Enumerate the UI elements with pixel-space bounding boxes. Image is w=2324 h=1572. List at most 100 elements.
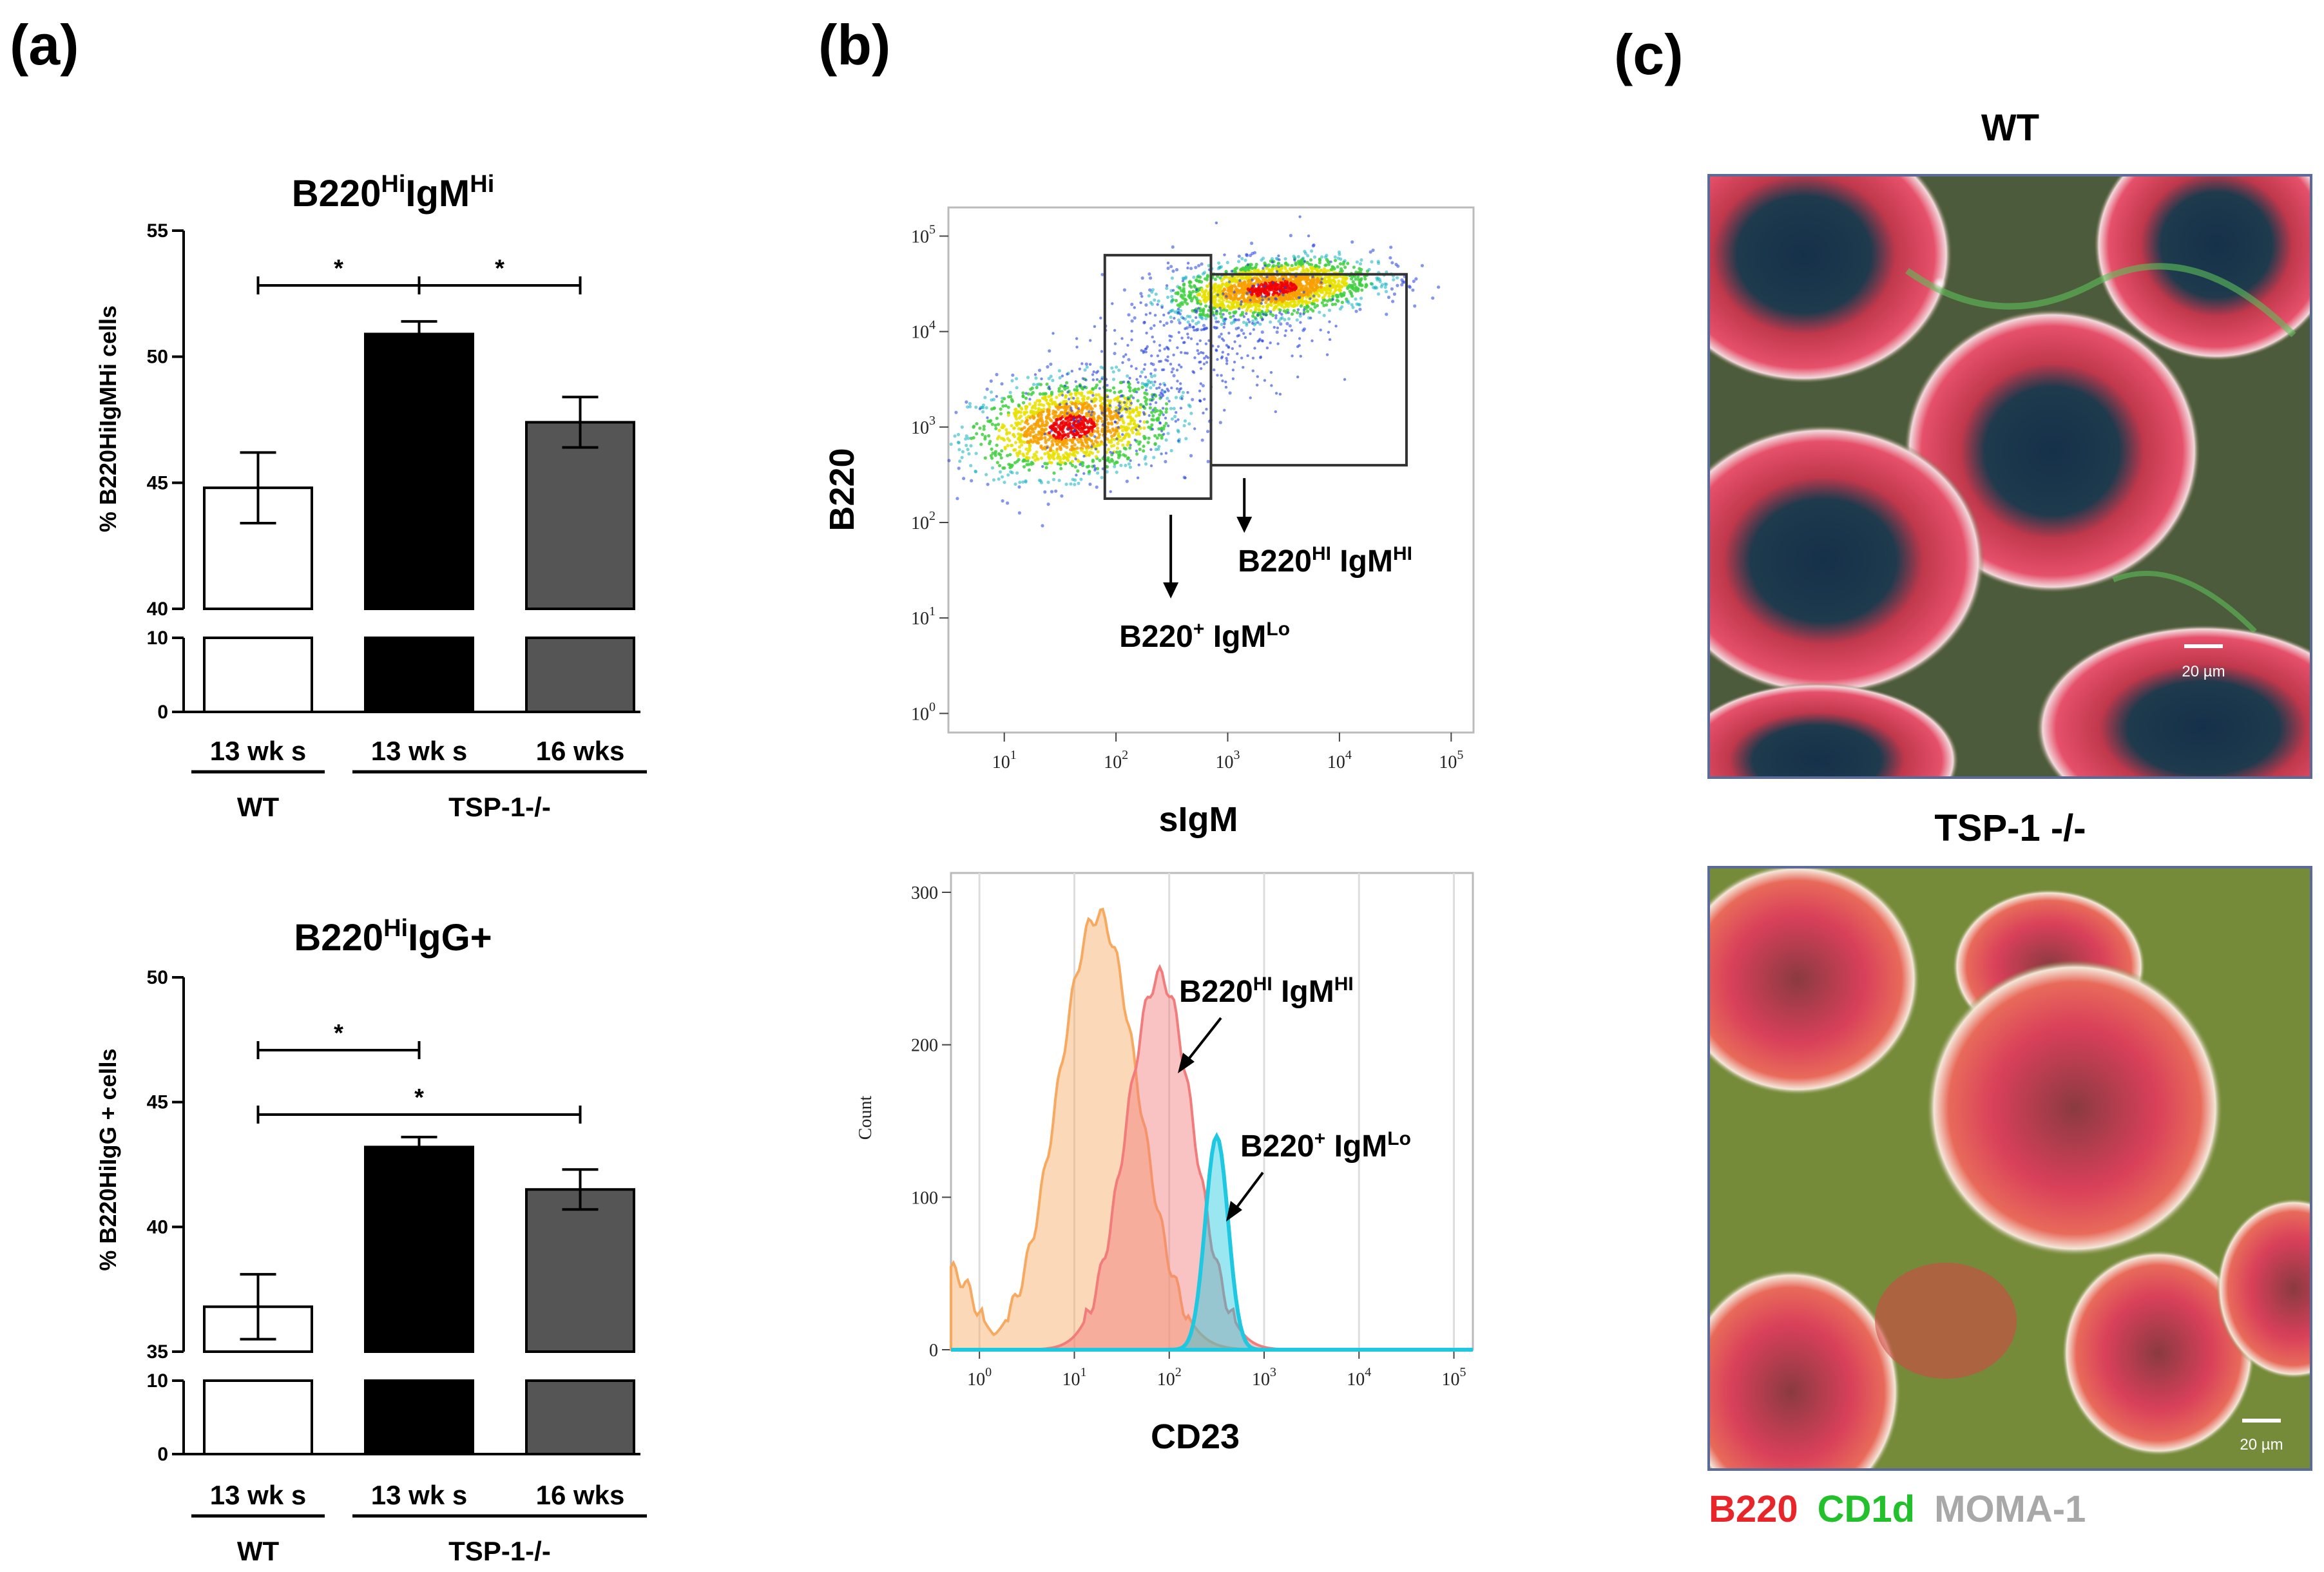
flow-event [1319, 290, 1323, 294]
flow-event [1237, 326, 1240, 330]
flow-event [1098, 416, 1102, 420]
flow-event [1323, 298, 1327, 302]
y-tick-label: 103 [911, 414, 936, 438]
flow-event [1364, 283, 1368, 287]
flow-event [1338, 253, 1341, 256]
flow-event [992, 478, 996, 482]
flow-event [1046, 365, 1050, 369]
flow-event [997, 428, 1001, 432]
flow-event [1193, 309, 1196, 312]
flow-event [1099, 399, 1102, 403]
flow-event [1340, 292, 1343, 296]
flow-event [1280, 264, 1283, 267]
flow-event [1144, 402, 1148, 406]
flow-event [1077, 420, 1080, 423]
flow-event [1091, 387, 1095, 391]
flow-event [1354, 297, 1358, 301]
flow-event [1153, 324, 1156, 327]
bar-upper [525, 421, 635, 610]
flow-event [961, 450, 965, 454]
flow-event [1055, 450, 1059, 454]
flow-event [1242, 320, 1246, 324]
flow-event [1174, 291, 1178, 295]
flow-scatter-ylabel: B220 [823, 448, 861, 531]
flow-event [1142, 405, 1146, 408]
flow-event [1041, 431, 1044, 435]
flow-event [1010, 424, 1013, 428]
flow-event [1234, 266, 1239, 270]
x-tick-label: 102 [1157, 1365, 1182, 1390]
flow-event [1328, 320, 1331, 323]
flow-event [1213, 294, 1216, 299]
flow-event [1138, 432, 1142, 436]
flow-event [1060, 494, 1064, 498]
flow-event [1140, 370, 1144, 374]
flow-event [1013, 448, 1017, 452]
y-tick-label: 45 [147, 472, 168, 494]
flow-event [1358, 282, 1362, 287]
flow-event [1153, 374, 1157, 378]
flow-event [1126, 398, 1130, 401]
flow-event [1043, 436, 1047, 440]
flow-event [1092, 370, 1095, 374]
flow-event [1168, 339, 1172, 342]
flow-event [1231, 305, 1235, 309]
flow-event [1054, 410, 1058, 414]
flow-event [1130, 329, 1133, 333]
flow-event [1203, 356, 1206, 360]
flow-event [1085, 434, 1089, 438]
flow-event [1184, 476, 1187, 479]
flow-event [1177, 311, 1180, 314]
flow-event [1124, 463, 1128, 468]
flow-event [1039, 403, 1043, 407]
flow-event [1111, 378, 1116, 381]
flow-event [1318, 311, 1321, 314]
flow-event [1250, 292, 1254, 296]
flow-event [1099, 440, 1103, 444]
flow-event [1295, 318, 1299, 322]
y-tick-label: 300 [911, 883, 938, 903]
flow-event [974, 405, 978, 409]
flow-event [1189, 285, 1193, 289]
flow-event [1100, 273, 1104, 276]
flow-event [1176, 307, 1180, 311]
flow-event [1165, 321, 1169, 325]
flow-event [1189, 454, 1193, 458]
flow-event [1341, 276, 1345, 280]
flow-event [1187, 280, 1191, 284]
flow-event [1170, 386, 1173, 390]
flow-event [1251, 369, 1255, 372]
flow-event [1200, 438, 1204, 442]
flow-event [1219, 265, 1224, 269]
flow-event [1260, 302, 1263, 305]
flow-event [1267, 288, 1271, 292]
flow-event [1333, 255, 1337, 259]
flow-event [1200, 328, 1204, 332]
flow-event [1205, 354, 1208, 358]
flow-event [1251, 278, 1254, 282]
flow-event [1204, 342, 1208, 345]
flow-event [1048, 431, 1052, 435]
flow-event [1125, 479, 1129, 483]
flow-event [1115, 470, 1119, 474]
x-tick-label: 103 [1252, 1365, 1276, 1390]
flow-event [1019, 406, 1023, 410]
flow-event [1072, 426, 1076, 430]
flow-event [1055, 443, 1059, 446]
flow-event [1216, 293, 1220, 296]
flow-event [1085, 441, 1089, 445]
flow-event [1127, 462, 1131, 466]
flow-event [1202, 307, 1205, 311]
flow-event [1113, 352, 1117, 356]
flow-event [1278, 258, 1281, 262]
flow-event [1233, 311, 1237, 315]
y-tick-label: 55 [147, 220, 168, 242]
flow-event [1306, 278, 1311, 282]
flow-event [1162, 323, 1166, 327]
flow-event [1106, 398, 1109, 403]
flow-event [1354, 277, 1358, 281]
flow-event [1240, 300, 1243, 303]
flow-event [1327, 260, 1330, 264]
flow-event [1196, 293, 1200, 297]
flow-event [1090, 439, 1093, 443]
